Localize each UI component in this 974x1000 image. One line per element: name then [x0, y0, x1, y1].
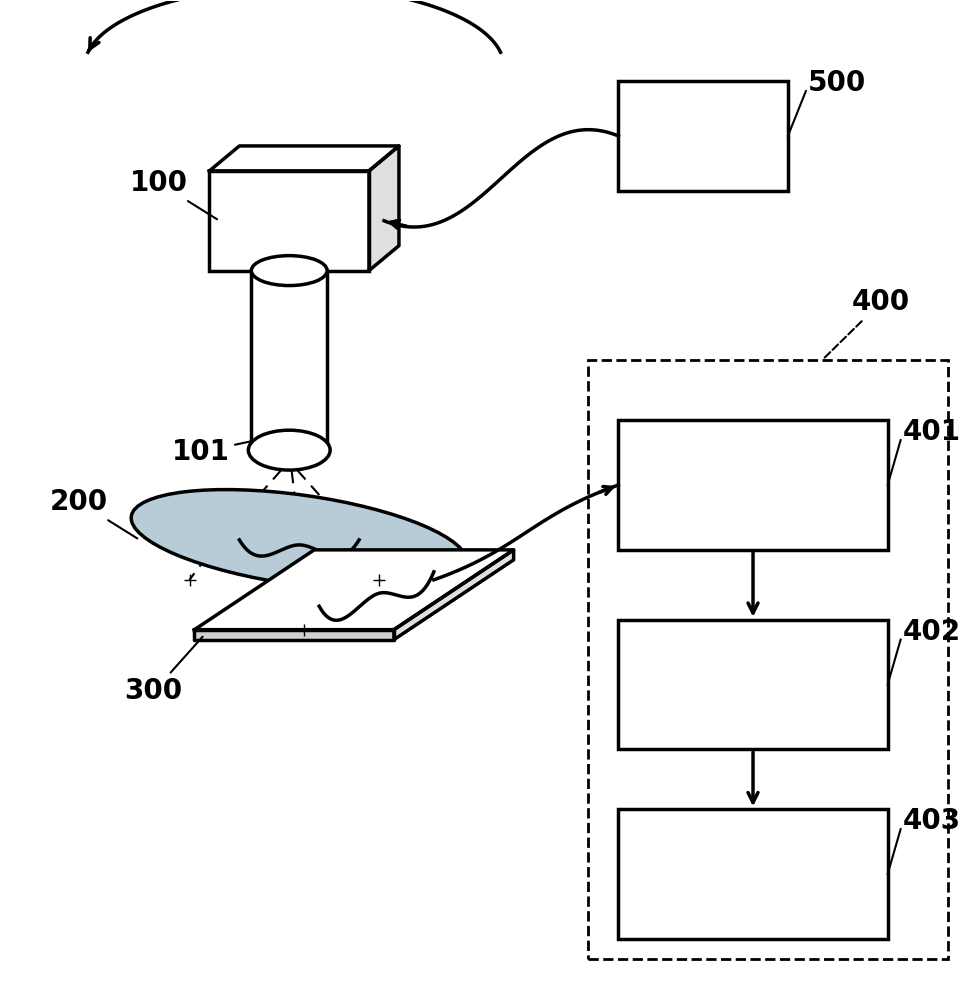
- Text: 403: 403: [903, 807, 960, 835]
- Ellipse shape: [248, 430, 330, 470]
- Bar: [209, 171, 369, 271]
- Text: 401: 401: [903, 418, 960, 446]
- Polygon shape: [251, 271, 327, 450]
- Bar: [618, 81, 788, 191]
- Bar: [618, 620, 887, 749]
- Polygon shape: [195, 630, 393, 640]
- Polygon shape: [393, 550, 513, 640]
- Ellipse shape: [251, 256, 327, 286]
- Bar: [618, 420, 887, 550]
- Polygon shape: [209, 146, 399, 171]
- Text: 300: 300: [125, 637, 203, 705]
- Text: 200: 200: [50, 488, 137, 538]
- Text: 400: 400: [824, 288, 910, 358]
- Text: 500: 500: [807, 69, 866, 97]
- Ellipse shape: [131, 490, 468, 590]
- Text: 101: 101: [171, 438, 253, 466]
- Polygon shape: [195, 550, 513, 630]
- Bar: [588, 360, 948, 959]
- Text: 402: 402: [903, 618, 960, 646]
- Bar: [618, 809, 887, 939]
- Text: 100: 100: [130, 169, 217, 219]
- Polygon shape: [369, 146, 399, 271]
